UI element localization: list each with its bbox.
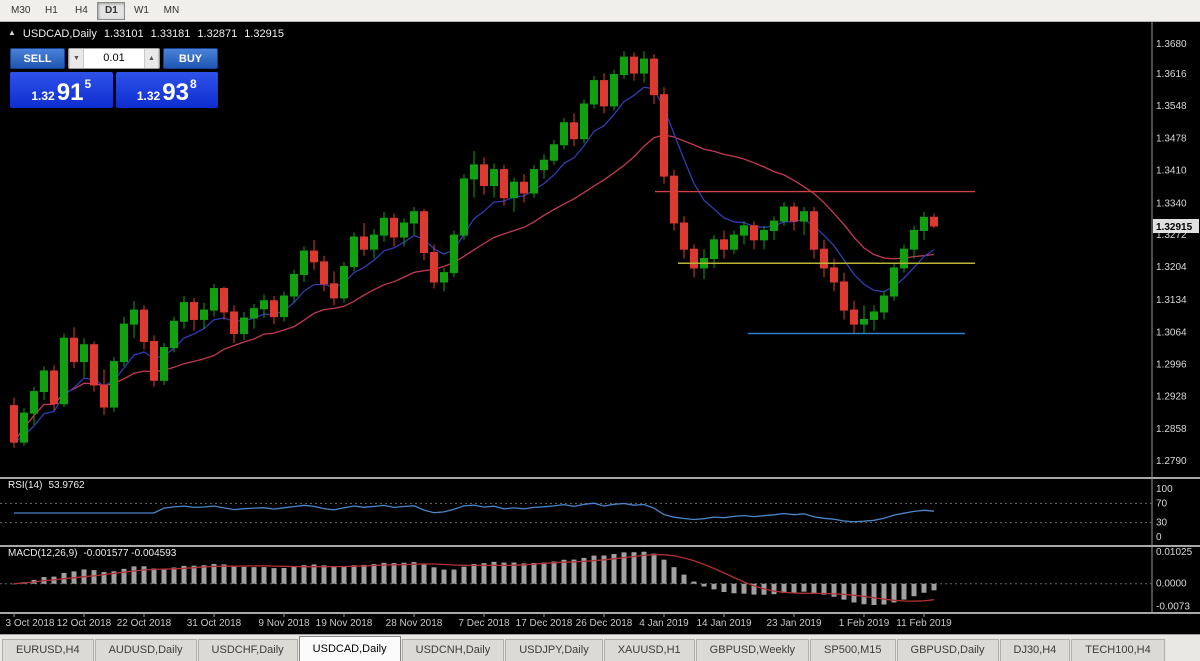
- svg-text:1.2928: 1.2928: [1156, 391, 1187, 402]
- buy-price-base: 1.32: [136, 89, 161, 103]
- sell-price-pipette: 5: [84, 77, 92, 91]
- ma-fast-line: [13, 86, 935, 443]
- chart-tab-eurusd-h4[interactable]: EURUSD,H4: [2, 639, 94, 661]
- svg-text:1.2996: 1.2996: [1156, 359, 1187, 370]
- sell-button[interactable]: SELL: [10, 48, 65, 69]
- svg-text:14 Jan 2019: 14 Jan 2019: [696, 618, 751, 629]
- buy-button[interactable]: BUY: [163, 48, 218, 69]
- macd-axis: 0.01025 0.0000 -0.0073: [1156, 547, 1193, 612]
- timeframe-button-mn[interactable]: MN: [157, 2, 185, 20]
- timeframe-button-m30[interactable]: M30: [6, 2, 35, 20]
- svg-text:3 Oct 2018: 3 Oct 2018: [6, 618, 55, 629]
- svg-text:1.32915: 1.32915: [1156, 222, 1193, 233]
- svg-text:70: 70: [1156, 498, 1168, 509]
- one-click-trading-panel: SELL ▼ 0.01 ▲ BUY 1.32 91 5 1.32 93 8: [10, 48, 218, 108]
- svg-text:1.3134: 1.3134: [1156, 295, 1187, 306]
- panel-separators: [0, 22, 1200, 614]
- svg-text:26 Dec 2018: 26 Dec 2018: [576, 618, 633, 629]
- svg-text:1.2790: 1.2790: [1156, 456, 1187, 467]
- current-price-tag: 1.32915: [1153, 219, 1199, 234]
- chart-title: ▲ USDCAD,Daily 1.33101 1.33181 1.32871 1…: [8, 28, 284, 40]
- svg-text:0: 0: [1156, 532, 1162, 543]
- svg-text:1.3680: 1.3680: [1156, 39, 1187, 50]
- svg-text:1.3204: 1.3204: [1156, 262, 1187, 273]
- sell-price-base: 1.32: [31, 89, 55, 103]
- svg-text:11 Feb 2019: 11 Feb 2019: [896, 618, 952, 629]
- macd-signal-line: [13, 554, 935, 602]
- svg-text:1.2858: 1.2858: [1156, 424, 1187, 435]
- volume-decrease-icon[interactable]: ▼: [69, 49, 84, 68]
- rsi-panel-title: RSI(14) 53.9762: [8, 480, 85, 491]
- macd-histogram: [11, 551, 937, 606]
- svg-text:17 Dec 2018: 17 Dec 2018: [516, 618, 573, 629]
- buy-price-pips: 93: [162, 79, 189, 106]
- svg-text:1.3064: 1.3064: [1156, 328, 1187, 339]
- price-axis: 1.3680 1.3616 1.3548 1.3478 1.3410 1.3340 1.32…: [1156, 39, 1187, 467]
- chart-tabbar: EURUSD,H4 AUDUSD,Daily USDCHF,Daily USDCAD,…: [0, 634, 1200, 661]
- svg-text:12 Oct 2018: 12 Oct 2018: [57, 618, 112, 629]
- time-axis: 3 Oct 2018 12 Oct 2018 22 Oct 2018 31 Oct 2…: [6, 612, 952, 629]
- chart-symbol-label: USDCAD,Daily: [22, 28, 97, 40]
- timeframe-button-h1[interactable]: H1: [37, 2, 65, 20]
- macd-label: MACD(12,26,9): [8, 548, 78, 559]
- collapse-trade-panel-icon[interactable]: ▲: [8, 28, 16, 37]
- ohlc-close: 1.32915: [244, 28, 284, 40]
- chart-tab-usdcnh-daily[interactable]: USDCNH,Daily: [401, 639, 505, 661]
- rsi-level-lines: [0, 502, 1152, 524]
- volume-control: ▼ 0.01 ▲: [68, 48, 160, 69]
- ohlc-high: 1.33181: [150, 28, 191, 40]
- svg-text:28 Nov 2018: 28 Nov 2018: [386, 618, 443, 629]
- volume-input[interactable]: 0.01: [103, 52, 125, 64]
- candlestick-series: [10, 51, 938, 448]
- ohlc-open: 1.33101: [103, 28, 144, 40]
- rsi-value: 53.9762: [48, 480, 85, 491]
- timeframe-button-h4[interactable]: H4: [67, 2, 95, 20]
- buy-price-display[interactable]: 1.32 93 8: [115, 72, 218, 108]
- svg-text:9 Nov 2018: 9 Nov 2018: [258, 618, 310, 629]
- svg-text:7 Dec 2018: 7 Dec 2018: [458, 618, 510, 629]
- chart-tab-gbpusd-weekly[interactable]: GBPUSD,Weekly: [695, 639, 810, 661]
- svg-text:0.0000: 0.0000: [1156, 579, 1187, 590]
- chart-tab-xauusd-h1[interactable]: XAUUSD,H1: [603, 639, 695, 661]
- chart-tab-gbpusd-daily[interactable]: GBPUSD,Daily: [896, 639, 999, 661]
- buy-price-pipette: 8: [189, 77, 197, 91]
- sell-price-display[interactable]: 1.32 91 5: [10, 72, 113, 108]
- chart-tab-sp500-m15[interactable]: SP500,M15: [810, 639, 896, 661]
- svg-text:-0.0073: -0.0073: [1156, 601, 1190, 612]
- chart-tab-tech100-h4[interactable]: TECH100,H4: [1071, 639, 1165, 661]
- svg-text:1.3478: 1.3478: [1156, 134, 1187, 145]
- timeframe-button-w1[interactable]: W1: [127, 2, 155, 20]
- timeframe-button-d1[interactable]: D1: [97, 1, 126, 20]
- svg-text:1.3410: 1.3410: [1156, 166, 1187, 177]
- chart-tab-usdcad-daily[interactable]: USDCAD,Daily: [298, 636, 401, 661]
- svg-text:1.3340: 1.3340: [1156, 198, 1187, 209]
- sell-price-pips: 91: [56, 79, 84, 106]
- timeframe-toolbar: M30 H1 H4 D1 W1 MN: [0, 0, 1200, 22]
- rsi-line: [14, 502, 935, 523]
- svg-text:30: 30: [1156, 518, 1168, 529]
- svg-text:0.01025: 0.01025: [1156, 547, 1193, 558]
- svg-text:1.3272: 1.3272: [1156, 230, 1187, 241]
- chart-tab-audusd-daily[interactable]: AUDUSD,Daily: [94, 639, 197, 661]
- macd-panel-title: MACD(12,26,9) -0.001577 -0.004593: [8, 548, 176, 559]
- volume-increase-icon[interactable]: ▲: [144, 49, 159, 68]
- svg-text:23 Jan 2019: 23 Jan 2019: [766, 618, 821, 629]
- svg-text:4 Jan 2019: 4 Jan 2019: [639, 618, 689, 629]
- svg-text:1.3616: 1.3616: [1156, 69, 1187, 80]
- rsi-axis: 100 70 30 0: [1156, 484, 1173, 543]
- svg-text:31 Oct 2018: 31 Oct 2018: [187, 618, 242, 629]
- ohlc-low: 1.32871: [197, 28, 238, 40]
- chart-tab-usdchf-daily[interactable]: USDCHF,Daily: [197, 639, 298, 661]
- svg-text:1.3548: 1.3548: [1156, 101, 1187, 112]
- svg-text:100: 100: [1156, 484, 1173, 495]
- svg-text:22 Oct 2018: 22 Oct 2018: [117, 618, 172, 629]
- chart-tab-dj30-h4[interactable]: DJ30,H4: [999, 639, 1071, 661]
- rsi-label: RSI(14): [8, 480, 43, 491]
- chart-tab-usdjpy-daily[interactable]: USDJPY,Daily: [505, 639, 603, 661]
- svg-text:1 Feb 2019: 1 Feb 2019: [839, 618, 890, 629]
- macd-value: -0.001577 -0.004593: [83, 548, 177, 559]
- svg-text:19 Nov 2018: 19 Nov 2018: [316, 618, 373, 629]
